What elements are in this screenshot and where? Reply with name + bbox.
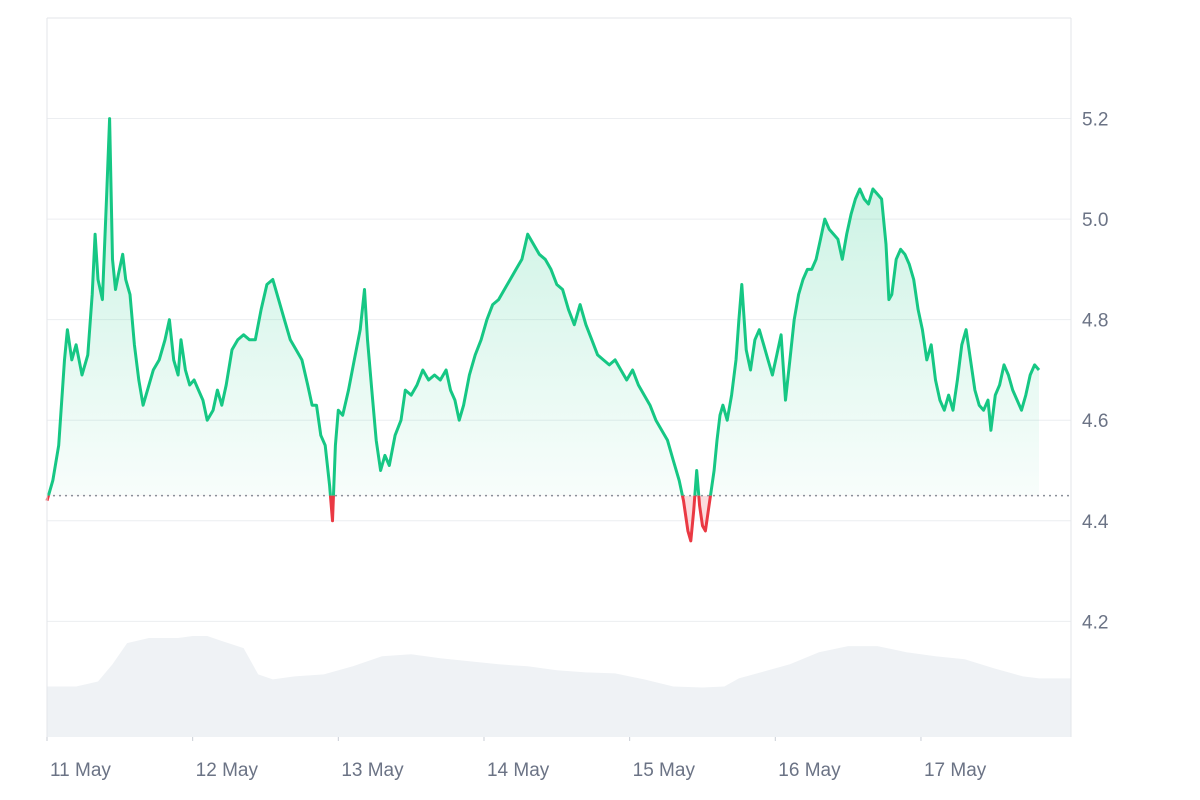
price-area-above-baseline: [48, 118, 1039, 496]
volume-area-shape: [47, 636, 1071, 737]
chart-frame: [46, 17, 1072, 737]
x-tick-label: 14 May: [487, 760, 550, 781]
price-fill: [47, 118, 1039, 541]
y-tick-label: 4.4: [1082, 512, 1109, 533]
x-tick-label: 15 May: [633, 760, 696, 781]
y-tick-label: 5.0: [1082, 210, 1108, 231]
x-tick-label: 16 May: [778, 760, 841, 781]
x-tick-label: 12 May: [196, 760, 259, 781]
y-tick-label: 4.6: [1082, 411, 1108, 432]
x-tick-label: 11 May: [50, 760, 111, 781]
price-series: [45, 117, 1041, 543]
y-tick-label: 4.2: [1082, 612, 1108, 633]
x-axis: 11 May 12 May 13 May 14 May 15 May 16 May 17 M…: [46, 737, 987, 781]
price-line-up: [46, 117, 1041, 496]
x-tick-label: 17 May: [924, 760, 987, 781]
x-tick-label: 13 May: [341, 760, 404, 781]
volume-area: [47, 636, 1071, 737]
y-axis: 5.2 5.0 4.8 4.6 4.4 4.2: [1082, 110, 1109, 634]
y-tick-label: 5.2: [1082, 110, 1108, 131]
y-tick-label: 4.8: [1082, 311, 1108, 332]
